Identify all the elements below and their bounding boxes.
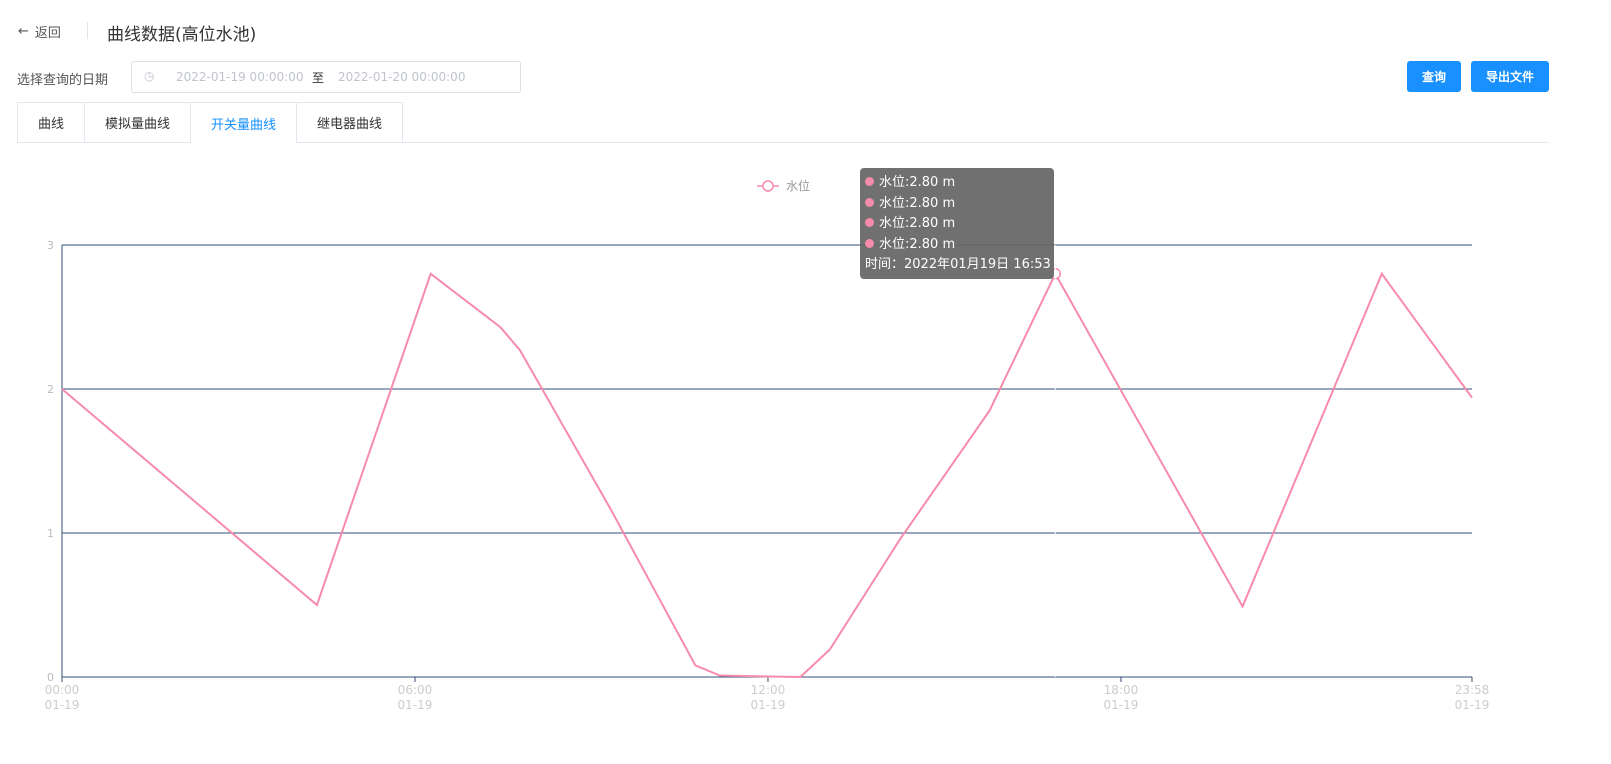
end-date-input[interactable]: 2022-01-20 00:00:00 (338, 70, 466, 84)
x-tick-date: 01-19 (1104, 698, 1139, 712)
clock-icon: ◷ (144, 69, 155, 83)
tooltip-time: 时间：2022年01月19日 16:53 (865, 257, 1051, 272)
series-dot-icon (865, 218, 874, 227)
legend-label: 水位 (786, 178, 810, 193)
series-dot-icon (865, 197, 874, 207)
series-dot-icon (865, 238, 874, 248)
y-tick-label: 1 (47, 527, 54, 540)
tooltip-row: 水位:2.80 m (865, 214, 1054, 235)
query-button[interactable]: 查询 (1407, 61, 1461, 92)
date-label: 选择查询的日期 (17, 73, 109, 88)
x-tick-date: 01-19 (751, 698, 786, 712)
x-tick-date: 01-19 (45, 698, 80, 712)
x-tick-date: 01-19 (1455, 698, 1490, 712)
tooltip-row: 水位:2.80 m (865, 194, 1054, 215)
y-tick-label: 0 (47, 671, 54, 684)
x-tick-label: 00:00 (45, 683, 80, 697)
x-tick-label: 23:58 (1455, 683, 1490, 697)
date-range-picker[interactable]: ◷ 2022-01-19 00:00:00 至 2022-01-20 00:00… (131, 61, 521, 93)
page-title: 曲线数据(高位水池) (107, 25, 257, 45)
export-button[interactable]: 导出文件 (1471, 61, 1549, 92)
y-tick-label: 3 (47, 239, 54, 252)
tab-relay-curve[interactable]: 继电器曲线 (296, 102, 404, 142)
back-button[interactable]: ← 返回 (18, 24, 61, 41)
start-date-input[interactable]: 2022-01-19 00:00:00 (176, 70, 304, 84)
series-dot-icon (865, 177, 874, 186)
tooltip-row: 水位:2.80 m (865, 235, 1054, 256)
range-separator: 至 (312, 71, 325, 85)
divider (87, 22, 88, 39)
x-tick-label: 12:00 (751, 683, 786, 697)
x-tick-label: 18:00 (1104, 683, 1139, 697)
x-tick-date: 01-19 (398, 698, 433, 712)
tab-switch-curve[interactable]: 开关量曲线 (190, 102, 298, 143)
series-line (61, 271, 1473, 679)
arrow-left-icon: ← (18, 24, 29, 39)
legend-circle-icon (762, 180, 774, 192)
tab-bar: 曲线 模拟量曲线 开关量曲线 继电器曲线 (17, 102, 1549, 143)
x-tick-label: 06:00 (398, 683, 433, 697)
chart-tooltip: 水位:2.80 m 水位:2.80 m 水位:2.80 m 水位:2.80 m … (860, 168, 1054, 279)
y-tick-label: 2 (47, 383, 54, 396)
tooltip-row: 水位:2.80 m (865, 173, 1054, 194)
